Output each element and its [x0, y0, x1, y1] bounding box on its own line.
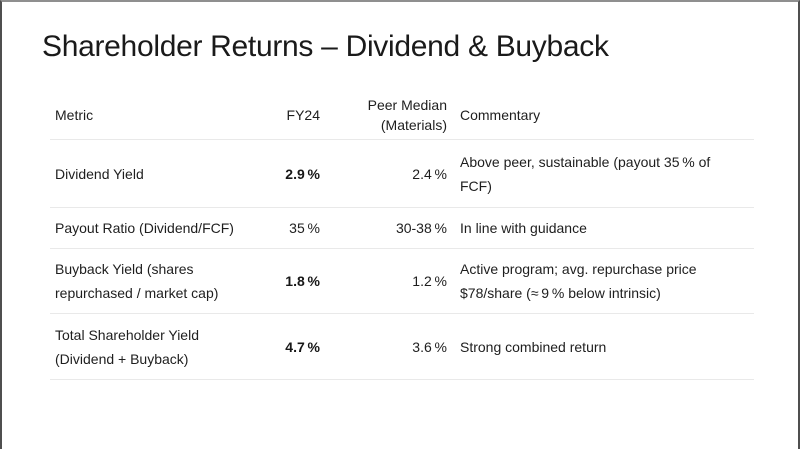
cell-peer-median-value: 1.2 %	[412, 273, 447, 289]
cell-fy24-value: 4.7 %	[285, 338, 320, 355]
cell-metric: Buyback Yield (shares repurchased / mark…	[55, 261, 219, 301]
table-row-payout-ratio: Payout Ratio (Dividend/FCF) 35 % 30-38 %…	[50, 208, 754, 249]
table-header-row: Metric FY24 Peer Median (Materials) Comm…	[50, 90, 754, 140]
returns-table: Metric FY24 Peer Median (Materials) Comm…	[50, 90, 754, 380]
cell-peer-median-value: 2.4 %	[412, 165, 447, 182]
cell-peer-median-value: 3.6 %	[412, 338, 447, 355]
table-row-buyback-yield: Buyback Yield (shares repurchased / mark…	[50, 249, 754, 314]
cell-metric: Total Shareholder Yield (Dividend + Buyb…	[55, 326, 199, 367]
cell-peer-median-value: 30-38 %	[395, 220, 447, 236]
cell-commentary: Above peer, sustainable (payout 35 % of …	[460, 153, 711, 194]
cell-commentary: Strong combined return	[460, 338, 607, 355]
table-row-total-shareholder-yield: Total Shareholder Yield (Dividend + Buyb…	[50, 314, 754, 380]
cell-fy24-value: 1.8 %	[285, 273, 320, 289]
cell-commentary: In line with guidance	[460, 220, 587, 236]
header-peer-median: Peer Median (Materials)	[367, 96, 447, 133]
slide-title: Shareholder Returns – Dividend & Buyback	[42, 30, 609, 63]
cell-fy24-value: 35 %	[289, 220, 320, 236]
cell-commentary: Active program; avg. repurchase price $7…	[460, 261, 697, 301]
header-fy24: FY24	[286, 106, 320, 123]
cell-metric: Payout Ratio (Dividend/FCF)	[55, 220, 234, 236]
header-metric: Metric	[55, 106, 94, 123]
table-row-dividend-yield: Dividend Yield 2.9 % 2.4 % Above peer, s…	[50, 140, 754, 208]
cell-metric: Dividend Yield	[55, 165, 144, 182]
header-commentary: Commentary	[460, 106, 541, 123]
cell-fy24-value: 2.9 %	[285, 165, 320, 182]
